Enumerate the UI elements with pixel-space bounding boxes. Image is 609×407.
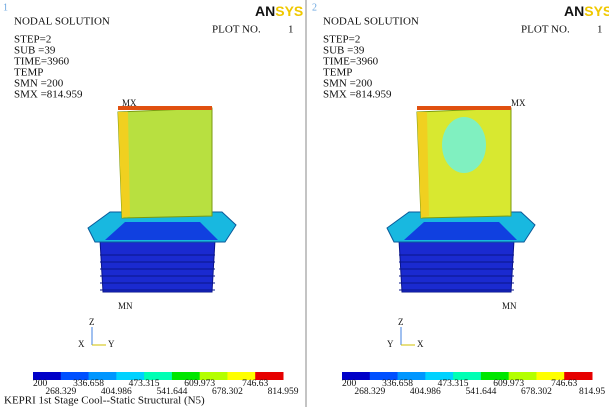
axis-label: X: [417, 339, 424, 349]
info-line: SMX =814.959: [323, 89, 392, 101]
max-label: MX: [122, 98, 137, 108]
screenshot: KEPRI 1st Stage Cool--Static Structural …: [0, 0, 609, 407]
panel-index: 2: [312, 2, 317, 13]
legend-label: 473.315: [129, 379, 160, 389]
legend-label: 268.329: [45, 387, 76, 397]
axis-label: Y: [387, 339, 394, 349]
root: [100, 240, 215, 292]
logo-part: AN: [255, 3, 275, 19]
logo: ANSYS: [255, 3, 303, 19]
axis-label: Z: [89, 317, 95, 327]
panel-index: 1: [3, 2, 8, 13]
logo: ANSYS: [564, 3, 609, 19]
background: [0, 0, 609, 407]
logo-part: SYS: [275, 3, 303, 19]
legend-label: 609.973: [493, 379, 524, 389]
legend-label: 268.329: [354, 387, 385, 397]
min-label: MN: [502, 301, 517, 311]
legend-label: 678.302: [212, 387, 243, 397]
header: NODAL SOLUTION: [323, 16, 419, 28]
logo-part: SYS: [584, 3, 609, 19]
legend-label: 336.658: [73, 379, 104, 389]
tip: [417, 106, 511, 110]
legend-label: 746.63: [551, 379, 577, 389]
airfoil: [118, 108, 212, 218]
axis-label: Y: [108, 339, 115, 349]
max-label: MX: [511, 98, 526, 108]
plot-no-label: PLOT NO.: [212, 24, 261, 36]
legend-label: 541.644: [465, 387, 496, 397]
hot-core: [442, 117, 486, 173]
legend-label: 404.986: [410, 387, 441, 397]
legend-label: 678.302: [521, 387, 552, 397]
plot-no: 1: [597, 24, 603, 36]
legend-label: 473.315: [438, 379, 469, 389]
axis-label: X: [78, 339, 85, 349]
legend-label: 609.973: [184, 379, 215, 389]
legend-label: 814.95: [579, 387, 605, 397]
min-label: MN: [118, 301, 133, 311]
plot-no-label: PLOT NO.: [521, 24, 570, 36]
legend-label: 746.63: [242, 379, 268, 389]
legend-label: 404.986: [101, 387, 132, 397]
logo-part: AN: [564, 3, 584, 19]
header: NODAL SOLUTION: [14, 16, 110, 28]
axis-label: Z: [398, 317, 404, 327]
plot-no: 1: [288, 24, 294, 36]
legend-label: 814.959: [268, 387, 299, 397]
root: [399, 240, 514, 292]
legend-label: 336.658: [382, 379, 413, 389]
legend-label: 541.644: [156, 387, 187, 397]
info-line: SMX =814.959: [14, 89, 83, 101]
